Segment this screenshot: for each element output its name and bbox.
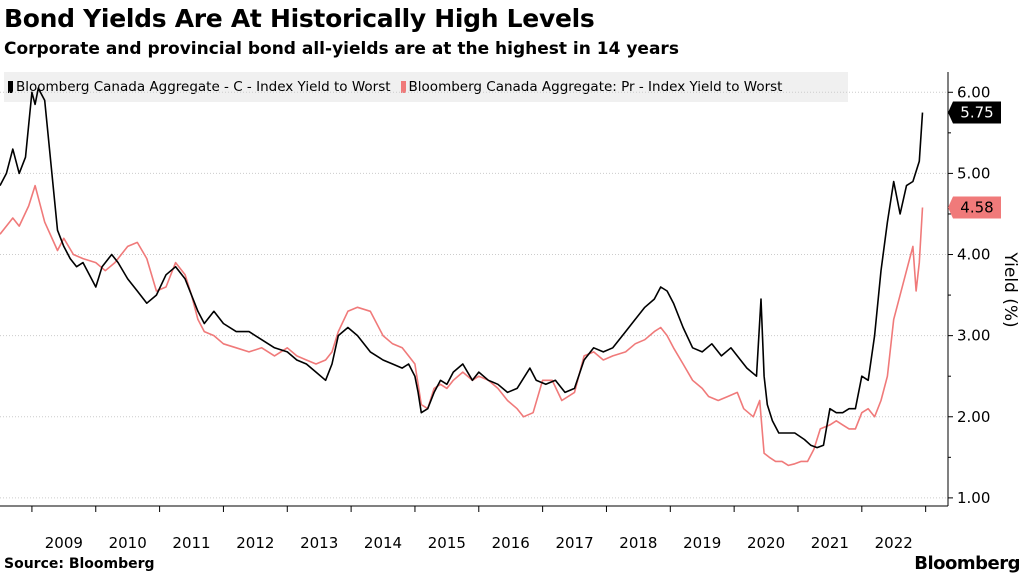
- x-tick-label-5: 2014: [364, 534, 402, 552]
- x-tick-label-3: 2012: [236, 534, 274, 552]
- y-axis-title: Yield (%): [1000, 251, 1020, 327]
- x-tick-label-12: 2021: [811, 534, 849, 552]
- y-tick-label-5: 6.00: [957, 83, 990, 101]
- x-tick-label-6: 2015: [428, 534, 466, 552]
- y-tick-label-1: 2.00: [957, 408, 990, 426]
- x-tick-label-10: 2019: [683, 534, 721, 552]
- source-note: Source: Bloomberg: [4, 556, 155, 572]
- end-label-corporate: 5.75: [960, 104, 993, 122]
- x-tick-label-4: 2013: [300, 534, 338, 552]
- y-tick-label-4: 5.00: [957, 164, 990, 182]
- page-subtitle: Corporate and provincial bond all-yields…: [4, 39, 679, 59]
- x-tick-label-11: 2020: [747, 534, 785, 552]
- end-label-provincial: 4.58: [960, 198, 993, 216]
- end-label-box-provincial: [948, 196, 1001, 219]
- x-tick-label-9: 2018: [619, 534, 657, 552]
- grid-lines: [0, 91, 948, 499]
- series-lines: [0, 87, 924, 467]
- legend-swatch-provincial: [400, 81, 406, 93]
- brand-logo: Bloomberg: [914, 553, 1020, 574]
- series-line-corporate: [0, 87, 924, 449]
- axes: 1.00 2.00 3.00 4.00 5.00 6.00 2009 2010 2011 2012…: [0, 72, 990, 552]
- end-label-box-corporate: [948, 101, 1001, 124]
- x-tick-label-13: 2022: [875, 534, 913, 552]
- x-tick-label-2: 2011: [172, 534, 210, 552]
- x-tick-label-7: 2016: [492, 534, 530, 552]
- series-line-provincial: [0, 184, 924, 467]
- legend-swatch-corporate: [8, 81, 13, 93]
- x-tick-label-1: 2010: [109, 534, 147, 552]
- legend-label-corporate: Bloomberg Canada Aggregate - C - Index Y…: [16, 79, 391, 95]
- chart-legend: Bloomberg Canada Aggregate - C - Index Y…: [4, 72, 848, 102]
- y-tick-label-2: 3.00: [957, 327, 990, 345]
- x-tick-label-8: 2017: [555, 534, 593, 552]
- y-tick-label-3: 4.00: [957, 246, 990, 264]
- legend-item-provincial: Bloomberg Canada Aggregate: Pr - Index Y…: [400, 79, 783, 95]
- legend-label-provincial: Bloomberg Canada Aggregate: Pr - Index Y…: [408, 79, 783, 95]
- page-title: Bond Yields Are At Historically High Lev…: [4, 4, 595, 33]
- end-labels: 5.75 4.58: [948, 101, 1001, 219]
- x-tick-label-0: 2009: [45, 534, 83, 552]
- legend-item-corporate: Bloomberg Canada Aggregate - C - Index Y…: [8, 79, 391, 95]
- y-tick-label-0: 1.00: [957, 489, 990, 507]
